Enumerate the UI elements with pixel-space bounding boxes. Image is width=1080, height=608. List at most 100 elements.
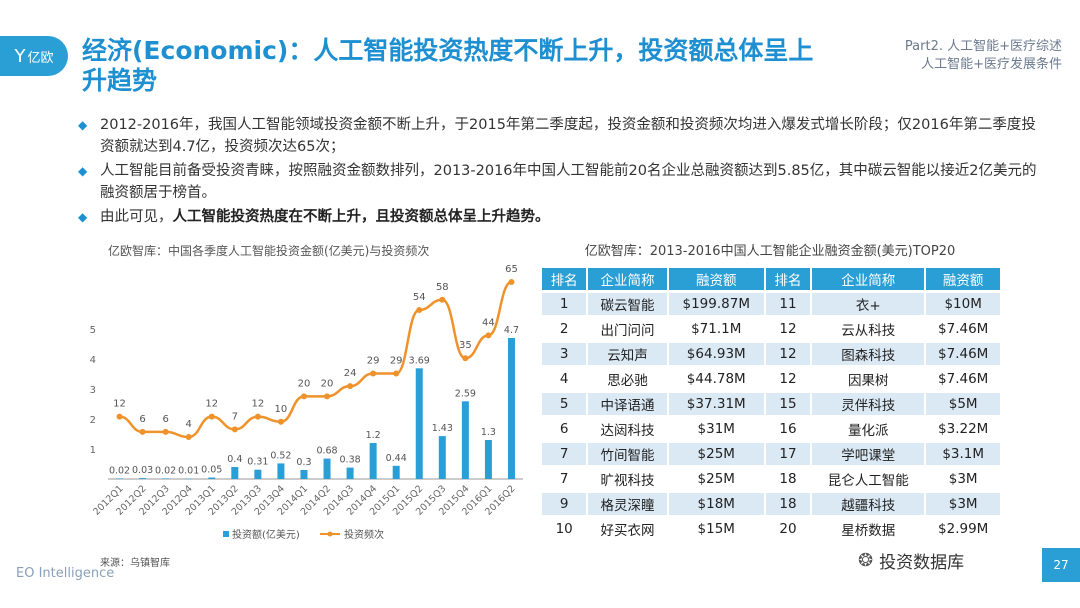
cell-company: 量化派: [812, 418, 927, 440]
table-row: 4 思必驰 $44.78M 12 因果树 $7.46M: [542, 368, 1002, 390]
bullet-item: ◆ 由此可见，人工智能投资热度在不断上升，且投资额总体呈上升趋势。: [78, 206, 1038, 228]
bar-mark: [116, 478, 124, 479]
line-point: [439, 296, 446, 303]
line-point: [416, 306, 423, 313]
line-point: [254, 413, 261, 420]
cell-rank: 7: [542, 443, 589, 465]
bar-data-label: 1.43: [432, 423, 453, 434]
source-note: 来源：乌镇智库: [100, 558, 170, 569]
table-row: 9 格灵深瞳 $18M 18 越疆科技 $3M: [542, 493, 1002, 515]
line-point: [393, 370, 400, 377]
cell-company: 星桥数据: [812, 518, 927, 540]
line-data-label: 12: [113, 399, 126, 410]
header-amount: 融资额: [668, 268, 766, 290]
bar-data-label: 0.52: [270, 450, 291, 461]
logo-icon: Y: [14, 45, 26, 67]
cell-company: 中译语通: [588, 393, 669, 415]
line-data-label: 44: [482, 317, 495, 328]
cell-rank: 3: [542, 343, 589, 365]
bullet-prefix: 由此可见，: [100, 209, 173, 225]
bar-data-label: 0.3: [296, 457, 311, 468]
table-row: 1 碳云智能 $199.87M 11 衣+ $10M: [542, 293, 1002, 315]
cell-company: 竹间智能: [588, 443, 669, 465]
cell-amount: $44.78M: [668, 368, 766, 390]
cell-rank: 15: [765, 393, 813, 415]
y-tick-label: 2: [90, 415, 96, 426]
cell-rank: 16: [765, 418, 813, 440]
cell-amount: $2.99M: [926, 518, 1002, 540]
line-data-label: 58: [436, 282, 449, 293]
cell-company: 思必驰: [588, 368, 669, 390]
bar-mark: [369, 443, 377, 479]
cell-company: 衣+: [812, 293, 927, 315]
brand-logo: Y 亿欧: [0, 36, 68, 76]
cell-amount: $5M: [926, 393, 1002, 415]
line-data-label: 10: [275, 404, 288, 415]
bar-data-label: 0.68: [316, 446, 337, 457]
cell-amount: $18M: [668, 493, 766, 515]
section-label-topic: 人工智能+医疗发展条件: [921, 57, 1062, 72]
cell-amount: $64.93M: [668, 343, 766, 365]
cell-rank: 12: [765, 318, 813, 340]
cell-rank: 18: [765, 493, 813, 515]
table-row: 6 达闼科技 $31M 16 量化派 $3.22M: [542, 418, 1002, 440]
bar-mark: [139, 478, 147, 479]
bar-mark: [254, 469, 262, 479]
bullet-item: ◆ 人工智能目前备受投资青睐，按照融资金额数排列，2013-2016年中国人工智…: [78, 160, 1038, 204]
bar-mark: [392, 465, 400, 479]
table-title: 亿欧智库：2013-2016中国人工智能企业融资金额(美元)TOP20: [584, 244, 956, 259]
line-data-label: 29: [367, 355, 380, 366]
line-data-label: 24: [344, 368, 357, 379]
line-point: [485, 332, 492, 339]
cell-rank: 1: [542, 293, 589, 315]
cell-rank: 4: [542, 368, 589, 390]
bar-mark: [415, 368, 423, 479]
line-point: [324, 393, 331, 400]
legend-bar-label: 投资额(亿美元): [232, 528, 300, 541]
bar-mark: [185, 478, 193, 480]
logo-text: 亿欧: [27, 50, 54, 66]
bullet-text: 人工智能目前备受投资青睐，按照融资金额数排列，2013-2016年中国人工智能前…: [100, 163, 1037, 201]
table-row: 7 旷视科技 $25M 18 昆仑人工智能 $3M: [542, 468, 1002, 490]
bar-data-label: 1.3: [481, 427, 496, 438]
bar-mark: [507, 338, 515, 479]
line-point: [300, 393, 307, 400]
cell-company: 因果树: [812, 368, 927, 390]
wechat-icon: ❂: [858, 550, 874, 571]
table-row: 2 出门问问 $71.1M 12 云从科技 $7.46M: [542, 318, 1002, 340]
page-number: 27: [1042, 548, 1080, 582]
footer-brand: EO Intelligence: [16, 566, 115, 581]
cell-rank: 9: [542, 493, 589, 515]
bar-data-label: 0.02: [109, 465, 130, 476]
bar-data-label: 0.03: [132, 465, 153, 476]
cell-amount: $25M: [668, 443, 766, 465]
cell-amount: $71.1M: [668, 318, 766, 340]
bar-data-label: 0.01: [178, 466, 199, 477]
cell-company: 格灵深瞳: [588, 493, 669, 515]
line-point: [116, 413, 123, 420]
line-point: [231, 426, 238, 433]
cell-company: 灵伴科技: [812, 393, 927, 415]
line-point: [185, 434, 192, 440]
bar-mark: [231, 467, 239, 479]
line-data-label: 6: [139, 414, 145, 425]
cell-rank: 18: [765, 468, 813, 490]
line-data-label: 20: [321, 378, 334, 389]
cell-company: 好买衣网: [588, 518, 669, 540]
section-label-part: Part2. 人工智能+医疗综述: [904, 39, 1062, 54]
cell-amount: $37.31M: [668, 393, 766, 415]
cell-company: 越疆科技: [812, 493, 927, 515]
line-data-label: 54: [413, 292, 426, 303]
cell-amount: $25M: [668, 468, 766, 490]
diamond-bullet-icon: ◆: [78, 118, 88, 132]
diamond-bullet-icon: ◆: [78, 210, 88, 224]
legend-line-label: 投资频次: [344, 528, 384, 541]
bar-data-label: 0.02: [155, 465, 176, 476]
cell-rank: 6: [542, 418, 589, 440]
table-body: 1 碳云智能 $199.87M 11 衣+ $10M 2 出门问问 $71.1M 12 云从科技 $7…: [542, 293, 1002, 540]
cell-company: 昆仑人工智能: [812, 468, 927, 490]
bullet-text: 2012-2016年，我国人工智能领域投资金额不断上升，于2015年第二季度起，…: [100, 117, 1036, 155]
line-series: [119, 280, 513, 439]
line-data-label: 12: [251, 399, 264, 410]
